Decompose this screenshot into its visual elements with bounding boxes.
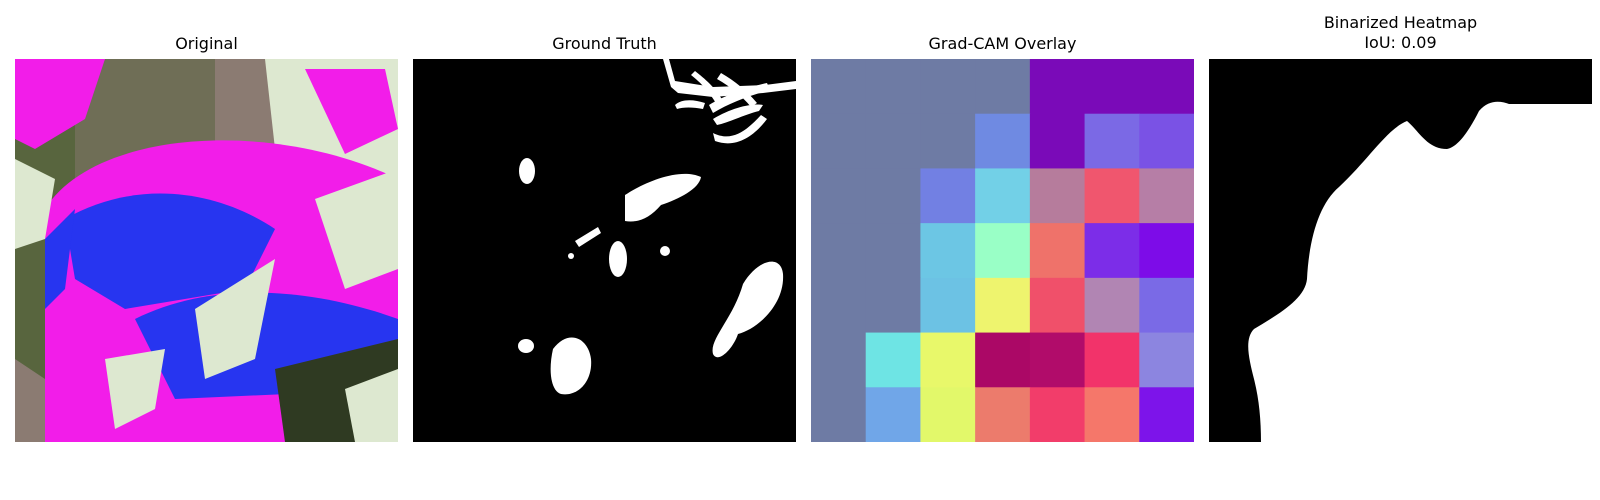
gradcam-cell: [920, 113, 976, 169]
gradcam-cell: [811, 277, 867, 334]
ground-truth-svg: [413, 59, 796, 442]
gradcam-cell: [1139, 59, 1194, 115]
gradcam-cell: [1139, 168, 1194, 224]
gradcam-cell: [1084, 168, 1140, 224]
gradcam-cell: [865, 332, 921, 388]
gradcam-cell: [1084, 223, 1140, 279]
gradcam-cell: [975, 113, 1031, 169]
gradcam-cell: [1029, 59, 1086, 115]
gradcam-cell: [975, 59, 1031, 115]
binarized-title: Binarized Heatmap IoU: 0.09: [1209, 13, 1592, 53]
gradcam-cell: [975, 223, 1031, 279]
gradcam-cell: [865, 387, 921, 442]
original-image-svg: [15, 59, 398, 442]
gradcam-cell: [920, 277, 976, 334]
gradcam-cell: [811, 168, 867, 224]
gradcam-cell: [811, 223, 867, 279]
gradcam-title-text: Grad-CAM Overlay: [928, 34, 1077, 53]
gradcam-cell: [1029, 168, 1086, 224]
gradcam-cell: [920, 223, 976, 279]
gradcam-cell: [1084, 277, 1140, 334]
gradcam-cell: [811, 332, 867, 388]
gradcam-cell: [1029, 332, 1086, 388]
gradcam-cell: [1029, 113, 1086, 169]
gradcam-cell: [865, 168, 921, 224]
gradcam-cell: [1139, 387, 1194, 442]
gradcam-cell: [811, 113, 867, 169]
gradcam-cell: [811, 387, 867, 442]
ground-truth-title: Ground Truth: [413, 34, 796, 54]
gradcam-cell: [865, 59, 921, 115]
gradcam-cell: [865, 223, 921, 279]
ground-truth-mask: [413, 59, 796, 442]
original-title: Original: [15, 34, 398, 54]
gradcam-cell: [811, 59, 867, 115]
binarized-heatmap: [1209, 59, 1592, 442]
iou-score: IoU: 0.09: [1364, 33, 1437, 52]
gradcam-cell: [975, 332, 1031, 388]
gradcam-cell: [920, 168, 976, 224]
gradcam-cell: [865, 277, 921, 334]
gradcam-cell: [1139, 223, 1194, 279]
gradcam-cell: [975, 168, 1031, 224]
gradcam-svg: [811, 59, 1194, 442]
ground-truth-title-text: Ground Truth: [552, 34, 657, 53]
binarized-title-text: Binarized Heatmap: [1323, 13, 1478, 32]
gradcam-cell: [1139, 113, 1194, 169]
gradcam-cell: [920, 332, 976, 388]
original-title-text: Original: [175, 34, 238, 53]
binarized-svg: [1209, 59, 1592, 442]
gradcam-title: Grad-CAM Overlay: [811, 34, 1194, 54]
gradcam-cell: [1139, 332, 1194, 388]
original-image: [15, 59, 398, 442]
gradcam-overlay: [811, 59, 1194, 442]
gradcam-cell: [920, 387, 976, 442]
gradcam-cell: [1084, 332, 1140, 388]
gradcam-cell: [1084, 387, 1140, 442]
gradcam-cell: [1029, 387, 1086, 442]
gradcam-cell: [865, 113, 921, 169]
gradcam-cell: [1084, 113, 1140, 169]
gradcam-cell: [1029, 277, 1086, 334]
gradcam-cell: [920, 59, 976, 115]
gradcam-cell: [975, 277, 1031, 334]
gradcam-cell: [1084, 59, 1140, 115]
gradcam-cell: [975, 387, 1031, 442]
gradcam-cell: [1139, 277, 1194, 334]
gradcam-cell: [1029, 223, 1086, 279]
